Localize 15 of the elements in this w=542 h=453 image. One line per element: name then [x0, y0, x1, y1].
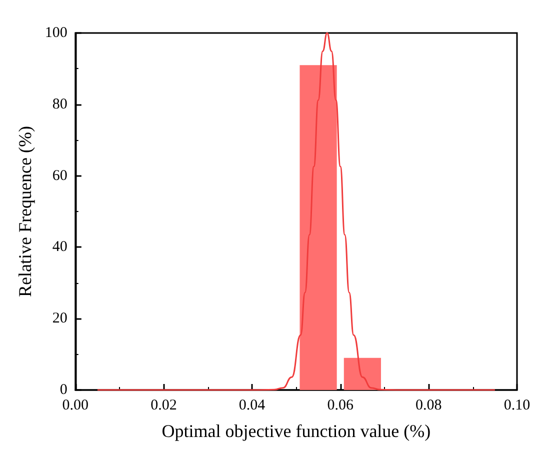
- x-tick-label: 0.00: [62, 398, 89, 414]
- x-axis-title: Optimal objective function value (%): [162, 421, 431, 441]
- y-tick-label: 60: [52, 168, 68, 184]
- y-tick-label: 20: [52, 310, 68, 327]
- x-tick-label: 0.02: [150, 398, 177, 414]
- y-tick-label: 80: [52, 96, 68, 112]
- y-tick-label: 40: [52, 239, 68, 256]
- y-tick-label: 100: [44, 25, 68, 41]
- y-axis-title: Relative Frequence (%): [15, 126, 35, 297]
- line-series: [96, 32, 496, 391]
- y-tick-label: 0: [60, 382, 68, 398]
- x-tick-label: 0.10: [504, 398, 530, 414]
- x-tick-label: 0.04: [238, 398, 266, 414]
- x-tick-label: 0.08: [416, 398, 442, 414]
- x-tick-label: 0.06: [327, 398, 354, 414]
